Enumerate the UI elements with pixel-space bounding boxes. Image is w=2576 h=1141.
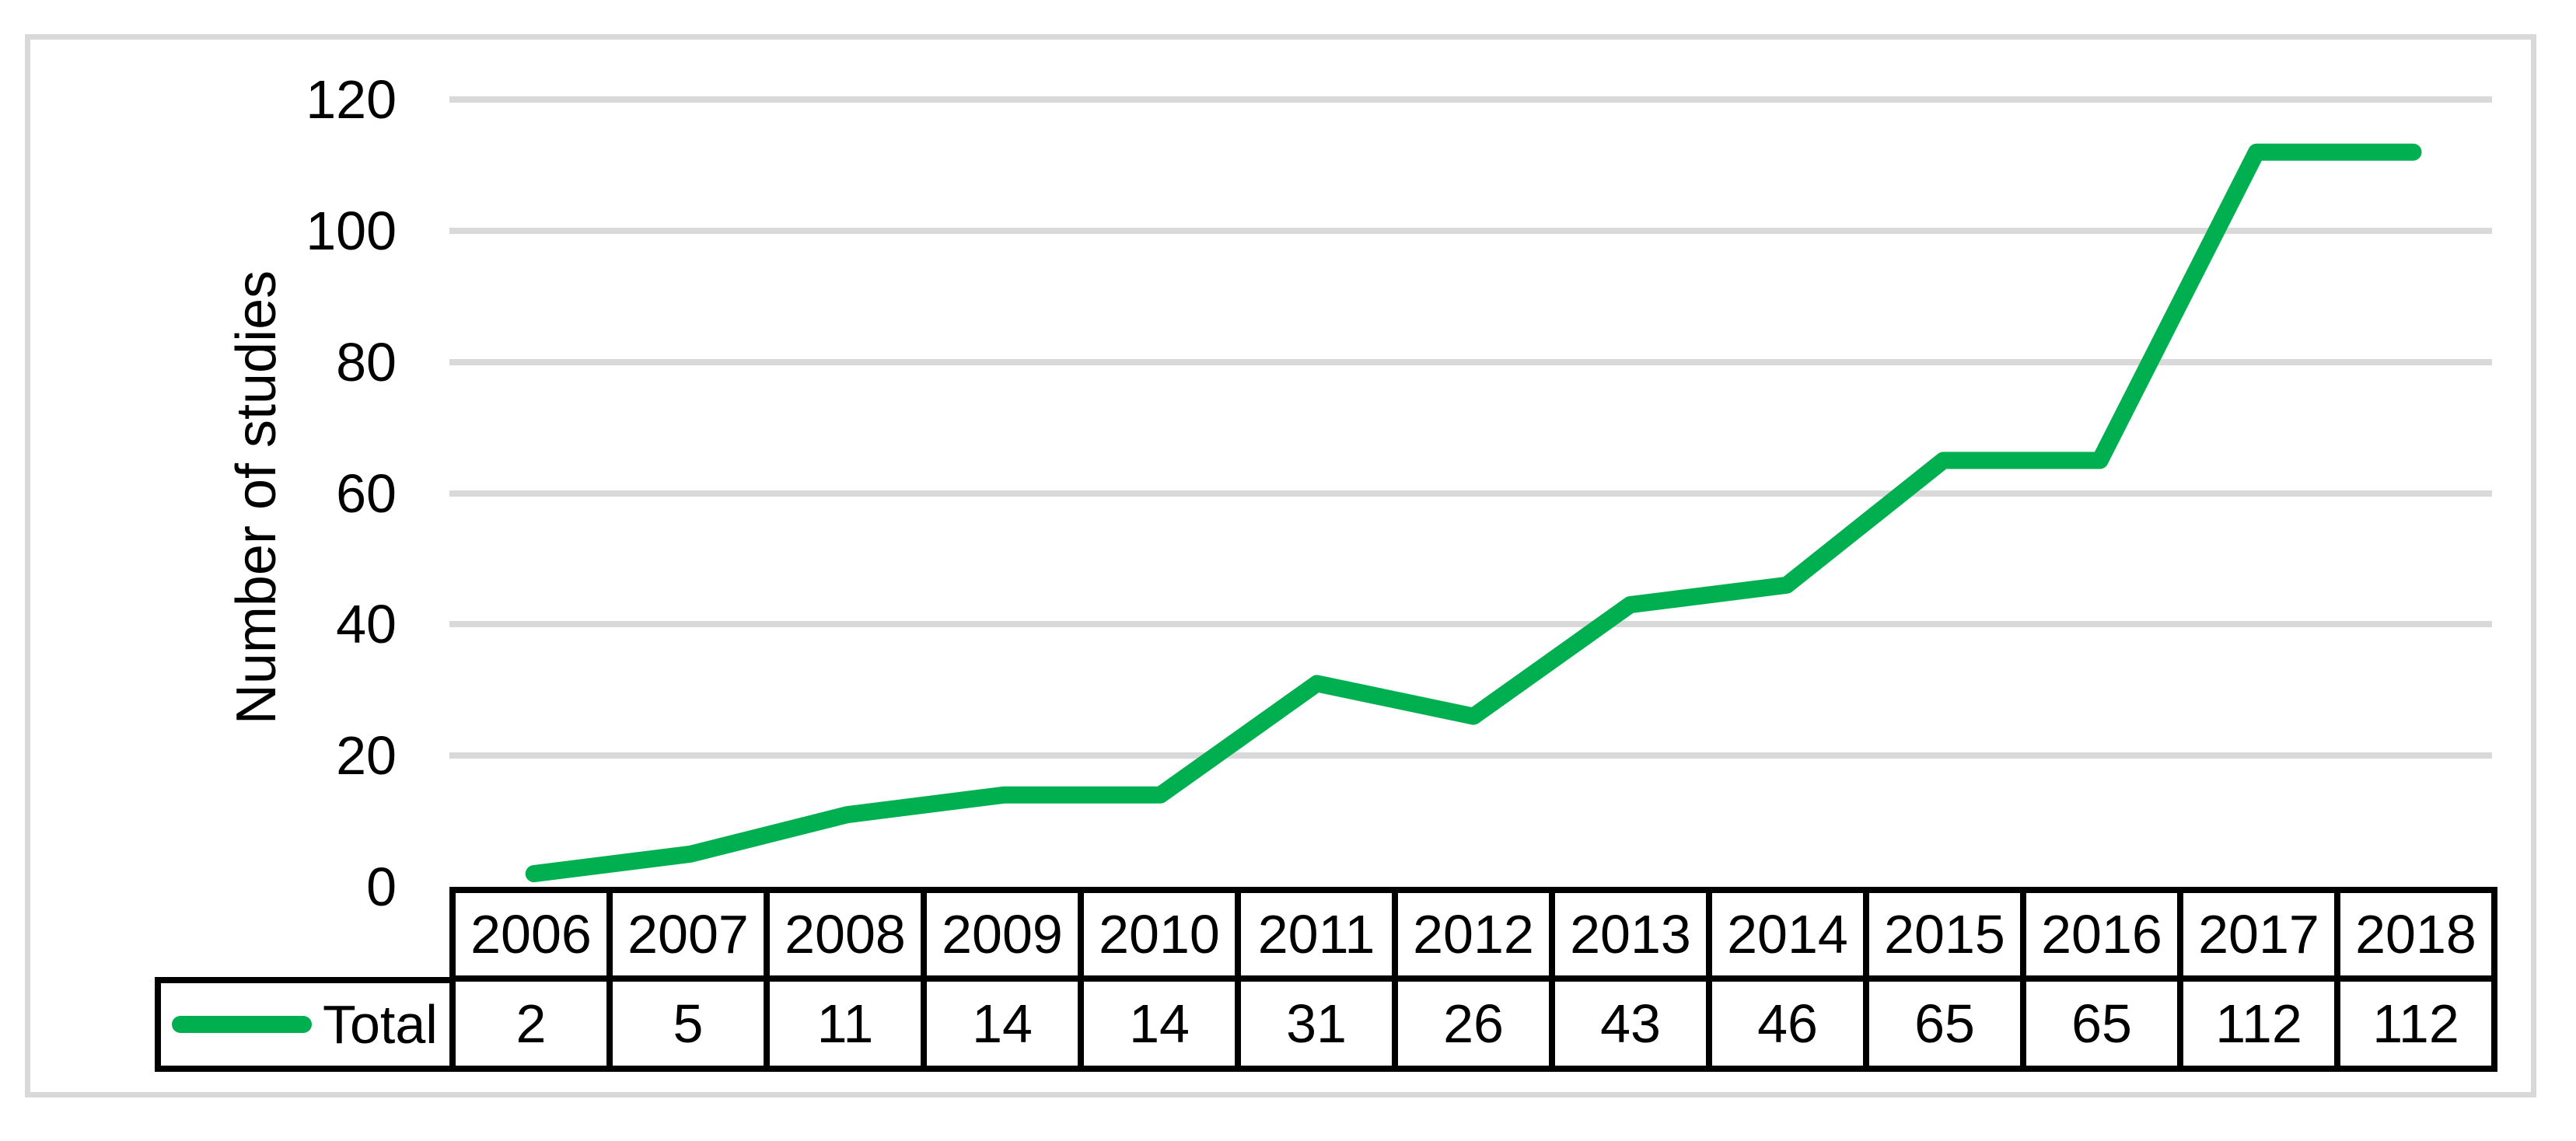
y-tick-label-60: 60 — [336, 462, 397, 524]
value-cell-2016: 65 — [2020, 975, 2183, 1073]
gridline-y-60 — [449, 490, 2492, 497]
value-cell-2014: 46 — [1706, 975, 1869, 1073]
value-cell-2006: 2 — [449, 975, 613, 1073]
total-series-legend-swatch — [172, 1016, 312, 1033]
y-tick-label-40: 40 — [336, 594, 397, 655]
data-table: 2006 2007 2008 2009 2010 2011 2012 2013 2014 2015… — [449, 887, 2497, 1073]
value-cell-2010: 14 — [1078, 975, 1241, 1073]
year-cell-2008: 2008 — [764, 887, 927, 982]
gridline-y-20 — [449, 752, 2492, 759]
year-cell-2010: 2010 — [1078, 887, 1241, 982]
gridline-y-120 — [449, 96, 2492, 103]
gridline-y-40 — [449, 621, 2492, 628]
year-cell-2007: 2007 — [606, 887, 770, 982]
year-cell-2012: 2012 — [1392, 887, 1555, 982]
data-table-value-row: 2 5 11 14 14 31 26 43 46 65 65 112 112 — [449, 975, 2497, 1073]
y-tick-label-0: 0 — [366, 857, 397, 917]
year-cell-2018: 2018 — [2334, 887, 2497, 982]
value-cell-2011: 31 — [1235, 975, 1398, 1073]
value-cell-2015: 65 — [1863, 975, 2026, 1073]
year-cell-2013: 2013 — [1549, 887, 1712, 982]
year-cell-2014: 2014 — [1706, 887, 1869, 982]
year-cell-2006: 2006 — [449, 887, 613, 982]
value-cell-2008: 11 — [764, 975, 927, 1073]
year-cell-2017: 2017 — [2177, 887, 2340, 982]
value-cell-2018: 112 — [2334, 975, 2497, 1073]
value-cell-2012: 26 — [1392, 975, 1555, 1073]
legend-cell: Total — [155, 977, 456, 1072]
y-tick-label-100: 100 — [306, 201, 397, 261]
value-cell-2013: 43 — [1549, 975, 1712, 1073]
gridline-y-100 — [449, 228, 2492, 234]
data-table-year-row: 2006 2007 2008 2009 2010 2011 2012 2013 2014 2015… — [449, 887, 2497, 982]
legend-label: Total — [323, 994, 438, 1055]
value-cell-2017: 112 — [2177, 975, 2340, 1073]
y-tick-label-80: 80 — [336, 331, 397, 393]
year-cell-2015: 2015 — [1863, 887, 2026, 982]
gridline-y-80 — [449, 358, 2492, 365]
year-cell-2016: 2016 — [2020, 887, 2183, 982]
y-tick-label-120: 120 — [306, 69, 397, 131]
value-cell-2007: 5 — [606, 975, 770, 1073]
y-tick-label-20: 20 — [336, 725, 397, 787]
year-cell-2011: 2011 — [1235, 887, 1398, 982]
year-cell-2009: 2009 — [921, 887, 1084, 982]
value-cell-2009: 14 — [921, 975, 1084, 1073]
